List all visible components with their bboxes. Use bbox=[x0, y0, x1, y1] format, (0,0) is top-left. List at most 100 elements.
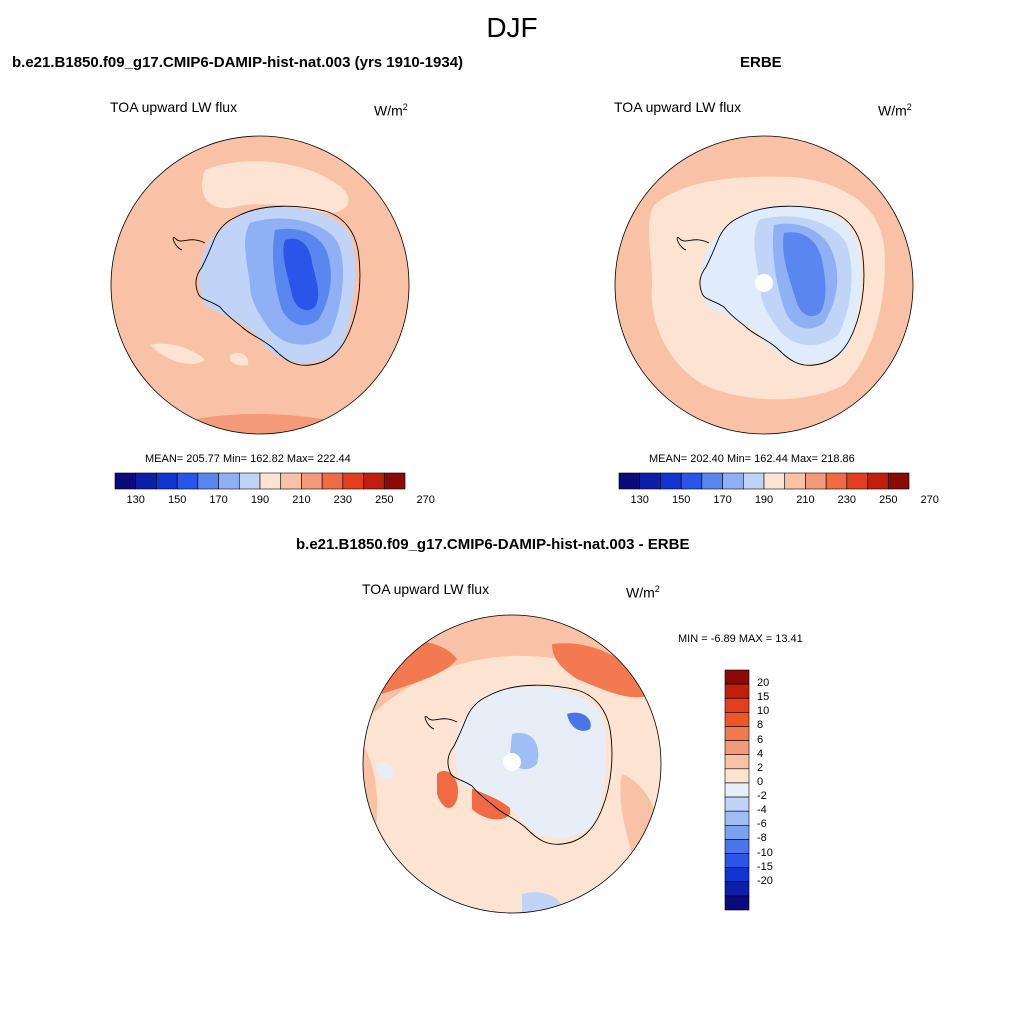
diff-pole-hole bbox=[503, 753, 521, 771]
obs-colorbar-tick-label: 230 bbox=[837, 494, 857, 506]
model-colorbar-swatch bbox=[321, 472, 344, 490]
diff-contour-south-cool bbox=[522, 892, 562, 913]
diff-colorbar-swatch bbox=[724, 768, 750, 784]
model-colorbar-swatch bbox=[383, 472, 406, 490]
diff-colorbar-swatch bbox=[724, 853, 750, 868]
diff-panel-title: b.e21.B1850.f09_g17.CMIP6-DAMIP-hist-nat… bbox=[296, 536, 690, 553]
model-colorbar-labels: 130 150 170 190 210 230 250 270 bbox=[115, 494, 435, 508]
obs-colorbar-labels: 130 150 170 190 210 230 250 270 bbox=[619, 494, 939, 508]
diff-colorbar-tick-label: 8 bbox=[757, 719, 764, 732]
model-colorbar-tick-label: 170 bbox=[209, 494, 228, 506]
diff-stats: MIN = -6.89 MAX = 13.41 bbox=[678, 633, 803, 645]
obs-colorbar-swatch bbox=[846, 472, 868, 490]
diff-colorbar-swatch bbox=[724, 726, 750, 741]
model-colorbar-swatch bbox=[197, 472, 219, 490]
model-colorbar-swatch bbox=[259, 472, 282, 490]
diff-colorbar-swatch bbox=[724, 867, 750, 883]
model-colorbar-tick-label: 190 bbox=[250, 494, 270, 506]
model-colorbar-tick-label: 210 bbox=[292, 494, 311, 506]
diff-colorbar-swatch bbox=[724, 683, 750, 699]
model-colorbar-swatch bbox=[114, 472, 137, 490]
obs-colorbar-swatch bbox=[763, 472, 786, 490]
obs-colorbar-swatch bbox=[825, 472, 848, 490]
model-map-boundary bbox=[110, 135, 410, 435]
diff-colorbar-tick-label: -15 bbox=[757, 860, 773, 873]
figure-title: DJF bbox=[486, 12, 538, 43]
obs-colorbar-swatch bbox=[742, 472, 765, 490]
diff-colorbar-swatch bbox=[724, 754, 750, 770]
diff-map-boundary bbox=[362, 614, 662, 914]
model-colorbar-swatch bbox=[342, 472, 364, 490]
model-antarctic-coastline bbox=[172, 205, 361, 366]
diff-polar-map bbox=[362, 614, 662, 914]
obs-colorbar-tick-label: 190 bbox=[754, 494, 774, 506]
obs-polar-map bbox=[614, 135, 914, 435]
diff-colorbar-tick-label: -2 bbox=[757, 790, 767, 803]
diff-colorbar-swatch bbox=[724, 895, 750, 911]
diff-contour-west-cool bbox=[376, 762, 394, 780]
obs-pole-hole bbox=[755, 274, 773, 292]
model-contour-light-west bbox=[150, 343, 205, 365]
diff-contour-ne-hot bbox=[552, 643, 652, 698]
model-colorbar-tick-label: 270 bbox=[416, 494, 435, 506]
diff-contour-peninsula-hot bbox=[437, 770, 458, 809]
diff-colorbar-swatch bbox=[724, 697, 750, 713]
model-variable-label: TOA upward LW flux bbox=[110, 99, 238, 115]
model-colorbar-tick-label: 150 bbox=[167, 494, 187, 506]
model-colorbar-swatch bbox=[363, 472, 385, 490]
diff-colorbar-swatch bbox=[724, 810, 750, 826]
diff-colorbar-tick-label: 2 bbox=[757, 761, 764, 774]
diff-colorbar-tick-label: 4 bbox=[757, 747, 764, 760]
diff-colorbar-swatch bbox=[724, 796, 750, 812]
model-contour-light-north bbox=[201, 161, 349, 214]
model-polar-map bbox=[110, 135, 410, 435]
diff-units-label: W/m2 bbox=[626, 584, 660, 601]
obs-colorbar-tick-label: 130 bbox=[630, 494, 649, 506]
obs-colorbar-swatch bbox=[722, 472, 744, 490]
diff-colorbar-tick-label: 15 bbox=[757, 691, 770, 704]
diff-colorbar-swatch bbox=[724, 839, 750, 854]
obs-variable-label: TOA upward LW flux bbox=[614, 99, 742, 115]
obs-colorbar-tick-label: 210 bbox=[796, 494, 815, 506]
model-colorbar-swatch bbox=[176, 472, 199, 490]
model-colorbar-swatch bbox=[135, 472, 157, 490]
diff-antarctic-coastline bbox=[424, 684, 613, 845]
obs-colorbar-swatch bbox=[639, 472, 661, 490]
obs-colorbar-swatch bbox=[887, 472, 910, 490]
model-units-label: W/m2 bbox=[374, 102, 408, 119]
diff-colorbar-tick-label: 6 bbox=[757, 733, 764, 746]
model-colorbar-swatch bbox=[301, 472, 323, 490]
diff-colorbar-tick-label: -6 bbox=[757, 818, 767, 831]
diff-colorbar-swatch bbox=[724, 740, 750, 756]
diff-contour-north-warm bbox=[363, 615, 661, 724]
obs-colorbar-tick-label: 170 bbox=[713, 494, 732, 506]
obs-colorbar-tick-label: 250 bbox=[879, 494, 898, 506]
obs-units-label: W/m2 bbox=[878, 102, 912, 119]
model-colorbar bbox=[114, 472, 406, 490]
obs-colorbar-tick-label: 270 bbox=[920, 494, 939, 506]
model-contour-plateau-core bbox=[283, 238, 319, 311]
diff-colorbar-tick-label: 20 bbox=[757, 677, 770, 690]
obs-colorbar-swatch bbox=[618, 472, 641, 490]
obs-colorbar bbox=[618, 472, 910, 490]
obs-stats: MEAN= 202.40 Min= 162.44 Max= 218.86 bbox=[649, 453, 855, 465]
obs-colorbar-tick-label: 150 bbox=[671, 494, 691, 506]
diff-colorbar bbox=[724, 669, 750, 911]
diff-colorbar-swatch bbox=[724, 669, 750, 685]
obs-colorbar-swatch bbox=[784, 472, 806, 490]
obs-antarctic-coastline bbox=[676, 205, 865, 366]
model-contour-light-south bbox=[229, 353, 249, 366]
obs-colorbar-swatch bbox=[805, 472, 827, 490]
obs-colorbar-swatch bbox=[701, 472, 723, 490]
obs-map-boundary bbox=[614, 135, 914, 435]
diff-contour-ea-cool bbox=[567, 712, 591, 731]
model-colorbar-tick-label: 250 bbox=[375, 494, 394, 506]
obs-colorbar-swatch bbox=[680, 472, 703, 490]
model-colorbar-swatch bbox=[238, 472, 261, 490]
model-colorbar-tick-label: 230 bbox=[333, 494, 353, 506]
model-colorbar-tick-label: 130 bbox=[126, 494, 145, 506]
diff-variable-label: TOA upward LW flux bbox=[362, 581, 490, 597]
diff-colorbar-tick-label: -20 bbox=[757, 874, 773, 887]
diff-colorbar-swatch bbox=[724, 881, 750, 897]
diff-colorbar-tick-label: -4 bbox=[757, 804, 767, 817]
